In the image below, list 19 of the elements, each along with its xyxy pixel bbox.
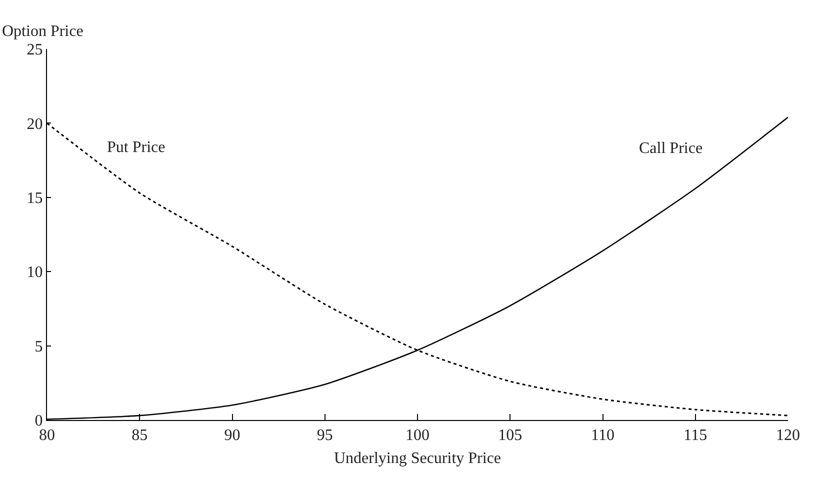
y-tick-label: 5 (34, 338, 43, 356)
y-tick-label: 10 (26, 264, 43, 282)
x-tick-label: 120 (776, 427, 800, 444)
x-tick-label: 115 (684, 427, 708, 444)
y-tick-label: 0 (34, 412, 43, 430)
x-tick-label: 105 (498, 427, 522, 444)
x-axis-title: Underlying Security Price (334, 450, 502, 467)
x-tick-label: 110 (591, 427, 614, 444)
y-tick-label: 15 (26, 190, 43, 207)
x-tick-label: 90 (224, 427, 240, 444)
x-tick-label: 80 (39, 427, 55, 444)
y-axis-title: Option Price (2, 23, 84, 40)
y-tick-label: 20 (26, 116, 43, 133)
series-label: Call Price (639, 140, 703, 157)
x-tick-label: 85 (132, 427, 148, 444)
x-tick-label: 95 (316, 427, 333, 444)
x-tick-label: 100 (406, 427, 430, 444)
series-label: Put Price (107, 139, 166, 156)
y-tick-label: 25 (26, 42, 43, 59)
